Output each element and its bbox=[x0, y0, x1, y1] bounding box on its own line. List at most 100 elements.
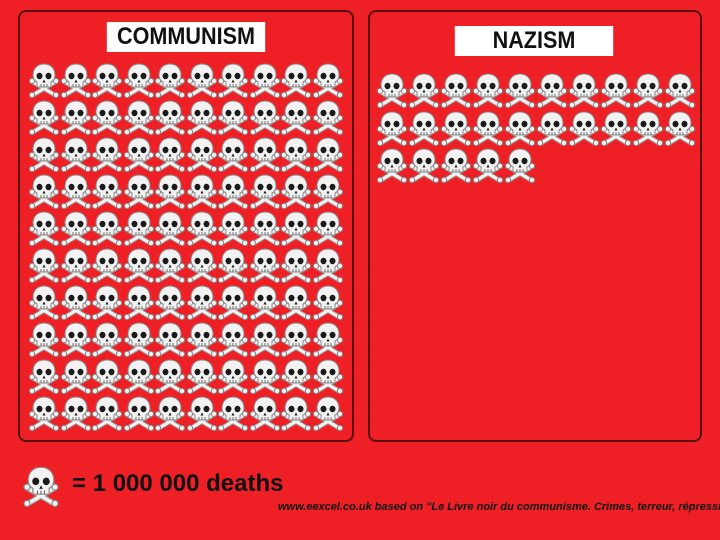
skull-icon bbox=[91, 395, 123, 431]
skull-icon bbox=[312, 62, 344, 98]
skull-icon bbox=[249, 321, 281, 357]
skull-icon bbox=[123, 62, 155, 98]
skull-icon bbox=[154, 321, 186, 357]
skull-icon bbox=[280, 247, 312, 283]
skull-icon bbox=[154, 247, 186, 283]
nazism-skull-grid bbox=[376, 72, 696, 185]
skull-icon bbox=[123, 210, 155, 246]
skull-icon bbox=[376, 72, 408, 108]
skull-icon bbox=[217, 321, 249, 357]
skull-icon bbox=[123, 247, 155, 283]
skull-icon bbox=[280, 62, 312, 98]
skull-icon bbox=[123, 395, 155, 431]
skull-icon bbox=[186, 395, 218, 431]
skull-icon bbox=[186, 173, 218, 209]
skull-icon bbox=[632, 72, 664, 108]
skull-icon bbox=[472, 110, 504, 146]
skull-icon bbox=[186, 136, 218, 172]
skull-icon bbox=[91, 173, 123, 209]
skull-icon bbox=[408, 72, 440, 108]
skull-icon bbox=[123, 284, 155, 320]
skull-icon bbox=[249, 247, 281, 283]
skull-icon bbox=[91, 247, 123, 283]
skull-icon bbox=[60, 210, 92, 246]
skull-icon bbox=[123, 136, 155, 172]
skull-icon bbox=[91, 284, 123, 320]
skull-icon bbox=[186, 284, 218, 320]
skull-icon bbox=[60, 99, 92, 135]
skull-icon bbox=[154, 395, 186, 431]
communism-title: COMMUNISM bbox=[106, 22, 266, 52]
legend-skull-icon bbox=[22, 465, 60, 507]
skull-icon bbox=[186, 210, 218, 246]
skull-icon bbox=[312, 358, 344, 394]
skull-icon bbox=[91, 321, 123, 357]
skull-icon bbox=[186, 62, 218, 98]
skull-icon bbox=[249, 395, 281, 431]
skull-icon bbox=[154, 136, 186, 172]
skull-icon bbox=[28, 210, 60, 246]
skull-icon bbox=[600, 72, 632, 108]
skull-icon bbox=[217, 173, 249, 209]
skull-icon bbox=[632, 110, 664, 146]
skull-icon bbox=[60, 395, 92, 431]
skull-icon bbox=[312, 210, 344, 246]
skull-icon bbox=[28, 62, 60, 98]
skull-icon bbox=[123, 99, 155, 135]
skull-icon bbox=[568, 72, 600, 108]
skull-icon bbox=[154, 210, 186, 246]
skull-icon bbox=[28, 284, 60, 320]
skull-icon bbox=[312, 395, 344, 431]
skull-icon bbox=[186, 99, 218, 135]
skull-icon bbox=[217, 99, 249, 135]
skull-icon bbox=[440, 147, 472, 183]
skull-icon bbox=[186, 358, 218, 394]
skull-icon bbox=[123, 173, 155, 209]
skull-icon bbox=[217, 247, 249, 283]
nazism-panel: NAZISM bbox=[368, 10, 702, 442]
skull-icon bbox=[280, 210, 312, 246]
skull-icon bbox=[280, 173, 312, 209]
communism-panel: COMMUNISM bbox=[18, 10, 354, 442]
skull-icon bbox=[154, 173, 186, 209]
skull-icon bbox=[249, 62, 281, 98]
skull-icon bbox=[91, 358, 123, 394]
skull-icon bbox=[60, 247, 92, 283]
skull-icon bbox=[472, 72, 504, 108]
skull-icon bbox=[217, 358, 249, 394]
skull-icon bbox=[440, 72, 472, 108]
skull-icon bbox=[249, 284, 281, 320]
skull-icon bbox=[312, 173, 344, 209]
skull-icon bbox=[28, 358, 60, 394]
skull-icon bbox=[217, 136, 249, 172]
communism-skull-grid bbox=[28, 62, 343, 432]
legend-text: = 1 000 000 deaths bbox=[72, 470, 284, 497]
skull-icon bbox=[186, 247, 218, 283]
skull-icon bbox=[249, 210, 281, 246]
skull-icon bbox=[408, 110, 440, 146]
skull-icon bbox=[28, 99, 60, 135]
skull-icon bbox=[312, 136, 344, 172]
skull-icon bbox=[186, 321, 218, 357]
skull-icon bbox=[154, 358, 186, 394]
skull-icon bbox=[249, 173, 281, 209]
skull-icon bbox=[91, 99, 123, 135]
skull-icon bbox=[536, 72, 568, 108]
skull-icon bbox=[280, 395, 312, 431]
skull-icon bbox=[664, 110, 696, 146]
skull-icon bbox=[568, 110, 600, 146]
skull-icon bbox=[60, 358, 92, 394]
skull-icon bbox=[28, 136, 60, 172]
skull-icon bbox=[600, 110, 632, 146]
skull-icon bbox=[217, 210, 249, 246]
skull-icon bbox=[91, 136, 123, 172]
skull-icon bbox=[280, 321, 312, 357]
source-credit: www.eexcel.co.uk based on "Le Livre noir… bbox=[278, 501, 720, 513]
skull-icon bbox=[376, 110, 408, 146]
skull-icon bbox=[504, 72, 536, 108]
skull-icon bbox=[280, 99, 312, 135]
skull-icon bbox=[504, 147, 536, 183]
skull-icon bbox=[280, 284, 312, 320]
skull-icon bbox=[60, 173, 92, 209]
skull-icon bbox=[312, 321, 344, 357]
